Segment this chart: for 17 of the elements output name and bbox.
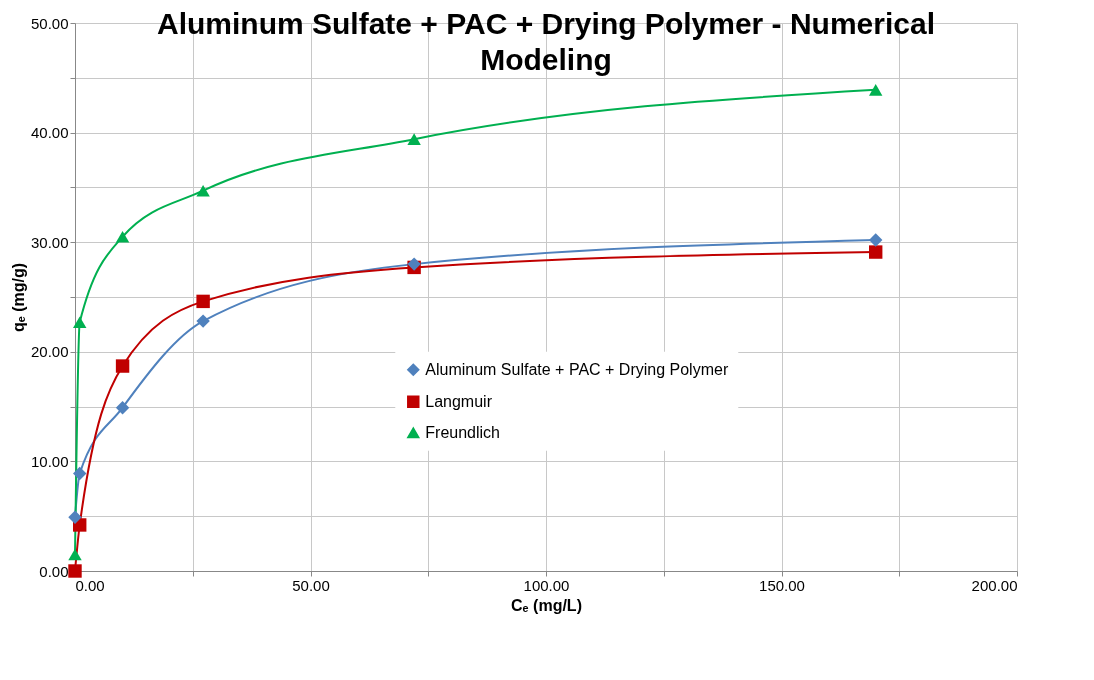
y-tick-label: 50.00 xyxy=(30,14,69,32)
legend-label: Langmuir xyxy=(425,392,493,410)
y-tick-label: 10.00 xyxy=(30,452,69,470)
legend-label: Aluminum Sulfate + PAC + Drying Polymer xyxy=(425,360,729,378)
y-axis-title: qₑ (mg/g) xyxy=(9,262,27,333)
y-tick-label: 20.00 xyxy=(30,343,69,361)
x-tick-label: 150.00 xyxy=(759,576,805,594)
x-tick-label: 200.00 xyxy=(971,576,1018,594)
chart-title: Aluminum Sulfate + PAC + Drying Polymer - Numerical Modeling xyxy=(157,7,935,76)
x-tick-label: 0.00 xyxy=(75,576,105,594)
y-tick-label: 0.00 xyxy=(39,562,69,580)
legend-label: Freundlich xyxy=(425,423,500,441)
x-tick-label: 100.00 xyxy=(523,576,570,594)
x-tick-label: 50.00 xyxy=(292,576,330,594)
y-tick-label: 30.00 xyxy=(30,233,69,251)
y-tick-label: 40.00 xyxy=(30,124,69,142)
x-axis-title: Cₑ (mg/L) xyxy=(511,596,582,614)
